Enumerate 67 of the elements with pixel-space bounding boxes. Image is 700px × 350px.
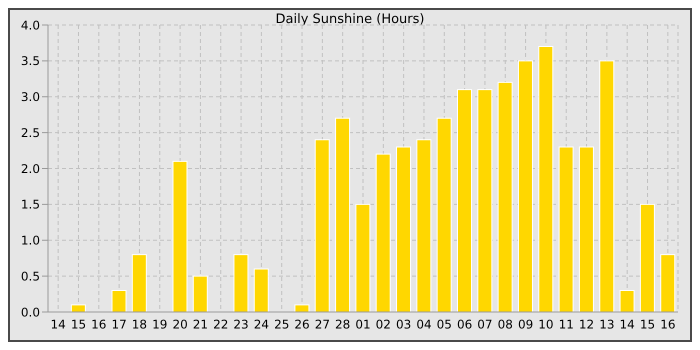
bar xyxy=(578,146,594,312)
x-tick-label: 02 xyxy=(376,318,391,332)
x-tick-label: 24 xyxy=(254,318,270,332)
bar xyxy=(558,146,574,312)
bar xyxy=(172,160,188,312)
x-tick-label: 16 xyxy=(660,318,676,332)
x-tick-label: 18 xyxy=(132,318,148,332)
x-tick-label: 25 xyxy=(274,318,290,332)
y-tick-label: 1.5 xyxy=(20,198,40,212)
bar xyxy=(660,254,676,312)
x-tick-label: 04 xyxy=(416,318,432,332)
x-tick-label: 09 xyxy=(518,318,534,332)
bar xyxy=(192,276,208,312)
bar xyxy=(477,89,492,312)
x-tick-label: 21 xyxy=(192,318,208,332)
bar xyxy=(620,290,635,312)
x-tick-label: 14 xyxy=(50,318,66,332)
x-tick-label: 26 xyxy=(294,318,310,332)
bar xyxy=(457,89,472,312)
x-tick-label: 01 xyxy=(355,318,371,332)
x-tick-label: 15 xyxy=(640,318,656,332)
x-tick-label: 17 xyxy=(111,318,127,332)
x-tick-label: 22 xyxy=(213,318,228,332)
x-tick-label: 16 xyxy=(91,318,106,332)
x-tick-label: 07 xyxy=(477,318,493,332)
bar xyxy=(396,146,412,312)
x-tick-label: 13 xyxy=(599,318,615,332)
bar xyxy=(233,254,248,312)
x-tick-label: 28 xyxy=(335,318,350,332)
x-tick-label: 19 xyxy=(152,318,168,332)
x-tick-label: 10 xyxy=(538,318,554,332)
y-tick-label: 3.5 xyxy=(20,54,40,68)
bar xyxy=(376,154,391,312)
bar xyxy=(518,60,533,312)
x-tick-label: 11 xyxy=(558,318,574,332)
y-tick-label: 0.5 xyxy=(20,269,40,284)
x-tick-label: 08 xyxy=(498,318,513,332)
bar xyxy=(132,254,147,312)
bar xyxy=(538,46,554,312)
bar xyxy=(314,139,330,312)
x-tick-label: 15 xyxy=(70,318,86,332)
x-tick-label: 06 xyxy=(456,318,472,332)
y-tick-label: 0.0 xyxy=(20,305,40,320)
bar xyxy=(335,118,350,312)
bar xyxy=(294,304,310,312)
x-tick-label: 05 xyxy=(436,318,452,332)
y-tick-label: 3.0 xyxy=(20,90,40,104)
bar xyxy=(112,290,127,312)
bar xyxy=(416,139,432,312)
y-tick-label: 1.0 xyxy=(20,234,40,248)
x-tick-label: 14 xyxy=(620,318,635,332)
x-tick-label: 12 xyxy=(578,318,594,332)
bar xyxy=(355,204,370,312)
bar xyxy=(498,82,513,312)
y-tick-label: 2.0 xyxy=(20,162,40,176)
x-tick-label: 27 xyxy=(314,318,330,332)
y-tick-label: 4.0 xyxy=(20,18,40,32)
bar xyxy=(436,118,452,312)
y-tick-label: 2.5 xyxy=(20,126,40,140)
x-tick-label: 23 xyxy=(233,318,249,332)
bar xyxy=(599,60,614,312)
chart-title: Daily Sunshine (Hours) xyxy=(276,12,424,27)
bar xyxy=(254,268,269,312)
x-tick-label: 03 xyxy=(396,318,412,332)
bar xyxy=(640,204,655,312)
bar xyxy=(70,304,86,312)
x-tick-label: 20 xyxy=(172,318,188,332)
